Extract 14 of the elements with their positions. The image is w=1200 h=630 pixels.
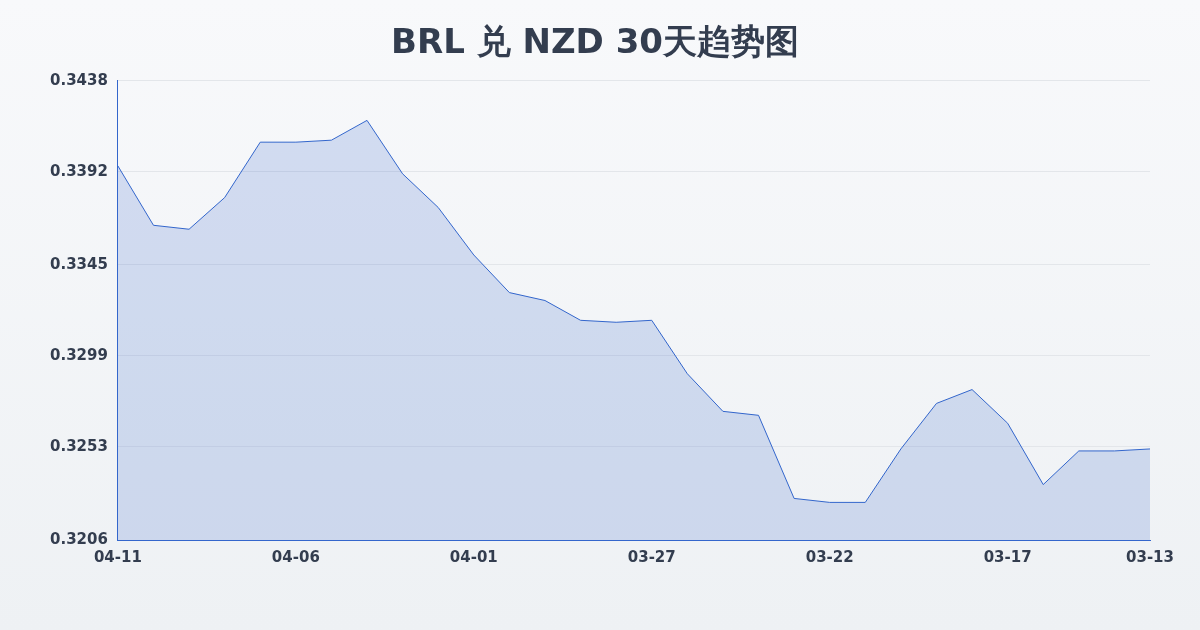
x-tick-label: 03-13 xyxy=(1126,547,1174,566)
x-tick-label: 03-27 xyxy=(627,547,676,566)
y-tick-label: 0.3392 xyxy=(49,161,108,180)
y-tick-label: 0.3438 xyxy=(49,70,108,89)
y-tick-label: 0.3206 xyxy=(49,529,108,548)
chart-title: BRL 兑 NZD 30天趋势图 xyxy=(391,21,799,62)
x-tick-label: 04-11 xyxy=(93,547,142,566)
x-tick-label: 03-17 xyxy=(983,547,1032,566)
y-tick-label: 0.3299 xyxy=(49,345,108,364)
x-tick-label: 04-01 xyxy=(449,547,498,566)
x-tick-label: 03-22 xyxy=(805,547,854,566)
y-tick-label: 0.3345 xyxy=(49,254,108,273)
x-tick-label: 04-06 xyxy=(271,547,320,566)
y-tick-label: 0.3253 xyxy=(49,436,108,455)
